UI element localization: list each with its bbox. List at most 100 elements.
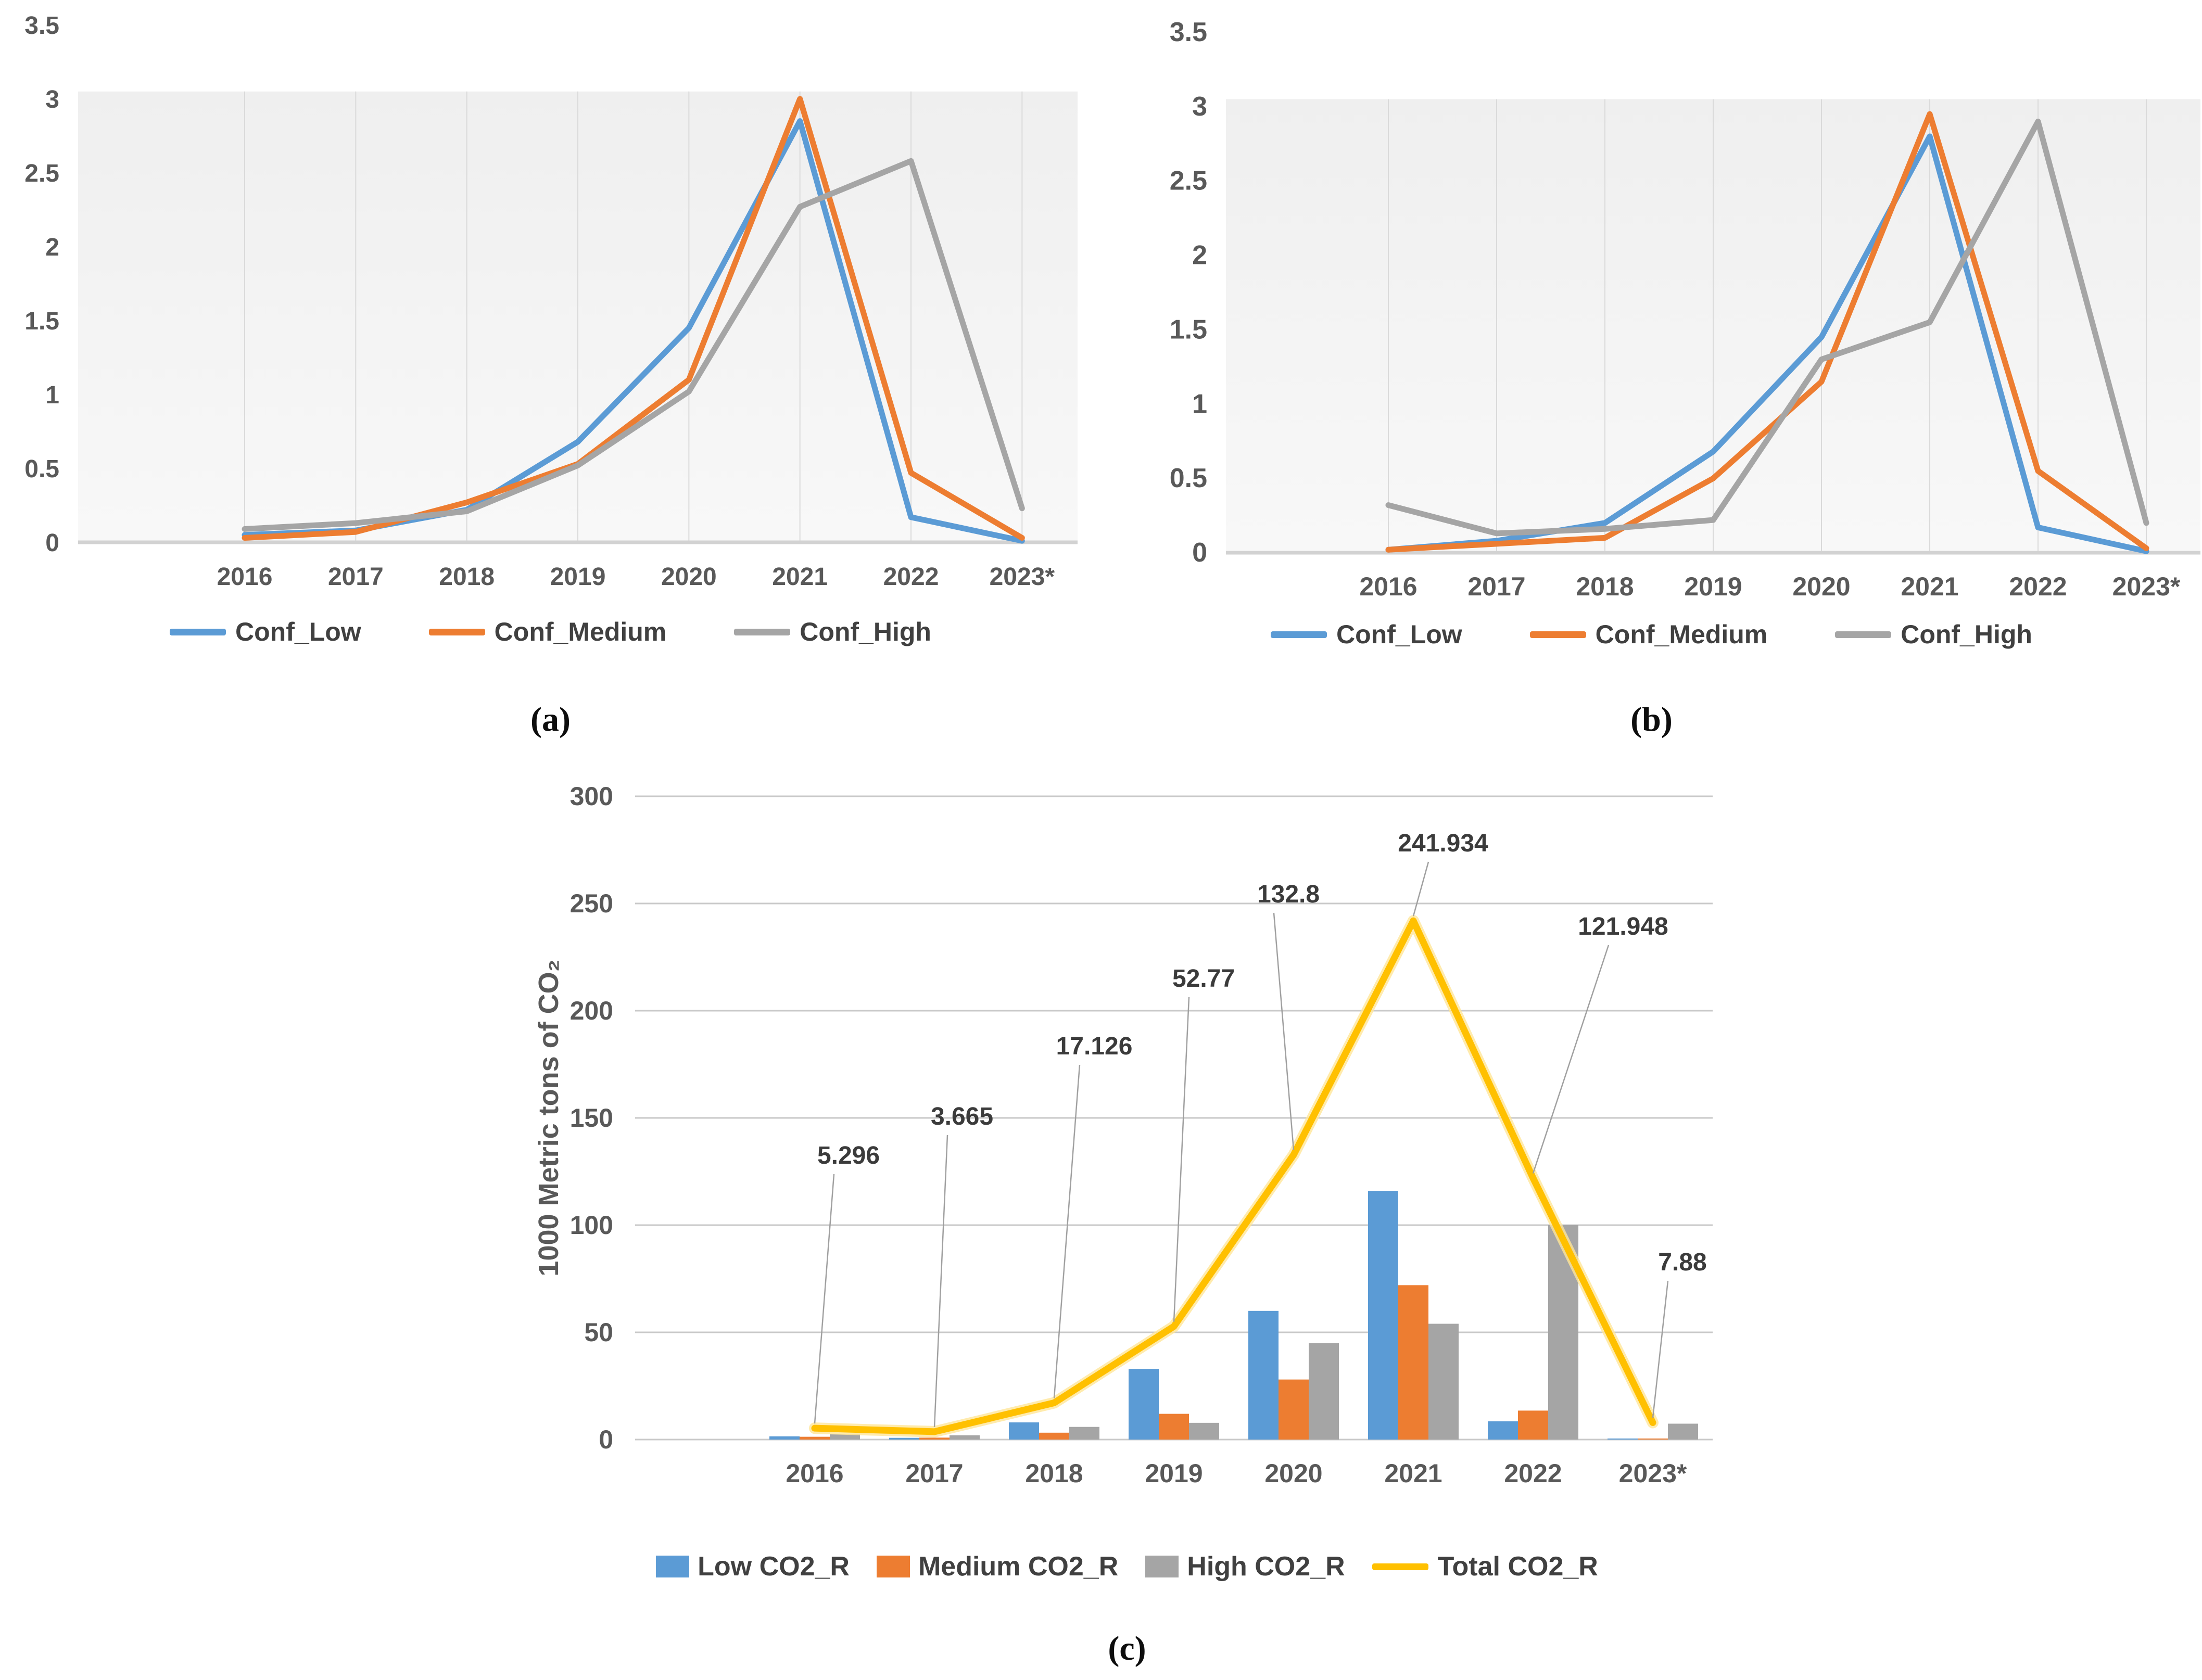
data-label: 3.665 xyxy=(931,1103,993,1130)
bar-high-co2-r xyxy=(830,1434,860,1440)
data-label-leader-line xyxy=(1273,912,1295,1150)
data-label-leader-line xyxy=(814,1174,835,1424)
x-tick-label: 2018 xyxy=(439,563,495,591)
legend-square-swatch xyxy=(876,1556,910,1577)
legend-label: Conf_Medium xyxy=(494,617,667,646)
y-tick-label: 250 xyxy=(570,889,613,918)
y-tick-label: 150 xyxy=(570,1103,613,1132)
bar-high-co2-r xyxy=(1189,1422,1219,1440)
legend-item-conf-low: Conf_Low xyxy=(1271,619,1462,650)
y-tick-label: 0 xyxy=(599,1425,613,1454)
legend-label: Medium CO2_R xyxy=(918,1551,1119,1582)
y-tick-label: 3 xyxy=(1192,92,1207,122)
y-tick-label: 1.5 xyxy=(24,308,59,335)
legend-square-swatch xyxy=(1145,1556,1179,1577)
y-tick-label: 100 xyxy=(570,1211,613,1240)
bar-medium-co2-r xyxy=(1039,1432,1069,1440)
bar-low-co2-r xyxy=(1488,1421,1518,1440)
bar-low-co2-r xyxy=(1248,1310,1279,1440)
legend-line-swatch xyxy=(1529,631,1586,638)
legend-item-high-co2-r: High CO2_R xyxy=(1145,1551,1345,1582)
bar-high-co2-r xyxy=(1309,1343,1339,1440)
data-label-leader-line xyxy=(1173,997,1190,1322)
y-tick-label: 0 xyxy=(1192,538,1207,568)
x-tick-label: 2021 xyxy=(1901,572,1958,601)
bar-medium-co2-r xyxy=(1279,1379,1309,1440)
legend-item-conf-low: Conf_Low xyxy=(170,617,361,647)
y-tick-label: 2.5 xyxy=(1170,166,1207,196)
bar-medium-co2-r xyxy=(800,1436,830,1440)
legend-label: Conf_Medium xyxy=(1595,620,1768,649)
bar-medium-co2-r xyxy=(1638,1439,1668,1440)
chart-b-plot: 0 0.5 1 1.5 2 2.5 3 3.5 2016 2017 2018 2019 2020 2021… xyxy=(1170,17,2200,601)
data-label-leader-line xyxy=(1053,1064,1081,1398)
y-tick-label: 300 xyxy=(570,782,613,811)
bar-high-co2-r xyxy=(1668,1423,1698,1440)
x-tick-label: 2017 xyxy=(1467,572,1525,601)
x-tick-label: 2023* xyxy=(990,563,1055,591)
y-axis-title: 1000 Metric tons of CO₂ xyxy=(533,959,564,1276)
legend-label: Total CO2_R xyxy=(1437,1551,1598,1582)
bar-medium-co2-r xyxy=(1518,1410,1548,1440)
y-tick-label: 0 xyxy=(45,529,59,557)
x-tick-label: 2018 xyxy=(1576,572,1634,601)
data-label: 52.77 xyxy=(1172,965,1235,992)
data-label: 121.948 xyxy=(1578,913,1668,940)
legend-item-low-co2-r: Low CO2_R xyxy=(656,1551,850,1582)
x-tick-label: 2020 xyxy=(661,563,717,591)
x-tick-label: 2020 xyxy=(1792,572,1850,601)
legend-item-conf-high: Conf_High xyxy=(1835,619,2032,650)
bar-low-co2-r xyxy=(1129,1369,1159,1440)
legend-line-swatch xyxy=(170,628,226,635)
x-tick-label: 2019 xyxy=(550,563,606,591)
y-tick-label: 1 xyxy=(1192,389,1207,419)
bar-low-co2-r xyxy=(769,1436,800,1440)
series-line-conf_medium xyxy=(242,96,1025,541)
x-tick-label: 2016 xyxy=(1359,572,1417,601)
data-label: 7.88 xyxy=(1658,1249,1706,1276)
total-line-halo xyxy=(809,915,1659,1437)
legend-label: Conf_High xyxy=(1901,620,2032,649)
bar-low-co2-r xyxy=(1009,1422,1039,1440)
x-tick-label: 2017 xyxy=(905,1459,963,1488)
data-label: 5.296 xyxy=(817,1142,880,1169)
bar-medium-co2-r xyxy=(919,1437,950,1440)
bar-low-co2-r xyxy=(1608,1439,1638,1440)
series-line-conf_medium xyxy=(1385,111,2149,553)
y-tick-label: 1.5 xyxy=(1170,314,1207,345)
x-tick-label: 2022 xyxy=(1504,1459,1562,1488)
y-tick-label: 2.5 xyxy=(24,160,59,187)
x-tick-label: 2023* xyxy=(1619,1459,1687,1488)
x-tick-label: 2021 xyxy=(1384,1459,1442,1488)
caption-a: (a) xyxy=(530,701,571,739)
legend-line-swatch xyxy=(1271,631,1327,638)
bar-medium-co2-r xyxy=(1398,1285,1428,1440)
x-tick-label: 2018 xyxy=(1025,1459,1083,1488)
data-label: 241.934 xyxy=(1398,830,1488,857)
x-tick-label: 2019 xyxy=(1145,1459,1203,1488)
bar-low-co2-r xyxy=(1368,1191,1398,1440)
legend-item-total-co2-r: Total CO2_R xyxy=(1372,1551,1598,1582)
x-tick-label: 2016 xyxy=(217,563,273,591)
legend-item-conf-medium: Conf_Medium xyxy=(1529,619,1768,650)
legend-label: Conf_High xyxy=(800,617,931,646)
chart-a-container: 0 0.5 1 1.5 2 2.5 3 3.5 2016 2017 2018 2019 2020 2021… xyxy=(0,0,1101,671)
legend-item-conf-medium: Conf_Medium xyxy=(428,617,667,647)
series-line-total xyxy=(811,917,1656,1435)
series-line-conf_high xyxy=(1385,118,2149,537)
bar-high-co2-r xyxy=(950,1435,980,1440)
data-label-leader-line xyxy=(1652,1280,1669,1418)
chart-b-legend: Conf_Low Conf_Medium Conf_High xyxy=(1101,619,2202,650)
legend-square-swatch xyxy=(656,1556,690,1577)
y-tick-label: 3.5 xyxy=(1170,17,1207,47)
y-tick-label: 50 xyxy=(584,1318,613,1347)
data-label-leader-line xyxy=(933,1135,948,1427)
legend-item-medium-co2-r: Medium CO2_R xyxy=(876,1551,1119,1582)
caption-b: (b) xyxy=(1630,701,1673,739)
legend-label: Conf_Low xyxy=(235,617,361,646)
chart-b-container: 0 0.5 1 1.5 2 2.5 3 3.5 2016 2017 2018 2019 2020 2021… xyxy=(1101,0,2202,671)
x-tick-label: 2019 xyxy=(1684,572,1742,601)
data-label-leader-line xyxy=(1412,861,1429,917)
legend-label: Low CO2_R xyxy=(698,1551,850,1582)
